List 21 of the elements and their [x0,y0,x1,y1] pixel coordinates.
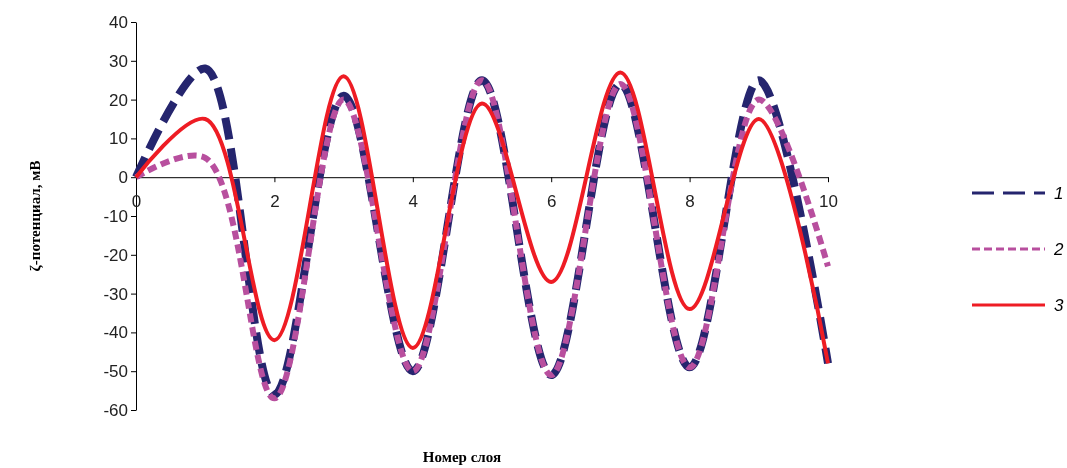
y-axis-title: ζ-потенциал, мВ [27,160,43,272]
legend-label: 3 [1054,296,1064,315]
legend-label: 1 [1054,184,1064,203]
y-tick-label: -60 [103,400,128,420]
x-axis-title: Номер слоя [422,449,502,465]
x-tick-label: 8 [685,192,695,212]
y-tick-label: -30 [103,284,128,304]
y-tick-label: -10 [103,206,128,226]
x-tick-label: 10 [819,192,838,212]
x-tick-label: 4 [408,192,419,212]
y-tick-label: 10 [109,129,128,149]
x-tick-label: 6 [546,192,557,212]
y-tick-label: 30 [109,51,128,71]
legend-label: 2 [1053,240,1064,259]
x-tick-label: 2 [270,192,280,212]
y-tick-label: -50 [103,362,128,382]
y-tick-label: -20 [103,245,128,265]
y-tick-label: -40 [103,323,128,343]
y-tick-label: 40 [109,12,128,32]
y-tick-label: 20 [109,90,128,110]
y-tick-label: 0 [118,168,128,188]
